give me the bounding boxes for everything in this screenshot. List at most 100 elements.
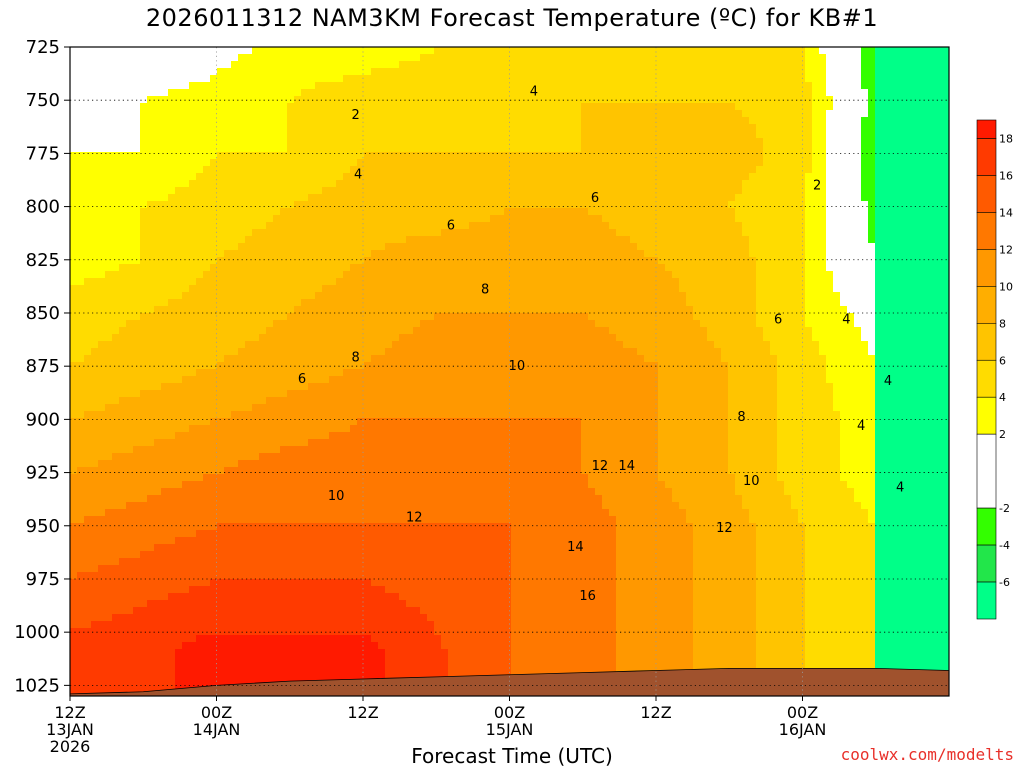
field-cell (210, 299, 218, 307)
field-cell (161, 523, 169, 531)
field-cell (329, 145, 337, 153)
field-cell (70, 670, 78, 678)
field-cell (434, 68, 442, 76)
field-cell (77, 628, 85, 636)
field-cell (119, 425, 127, 433)
field-cell (210, 187, 218, 195)
field-cell (420, 411, 428, 419)
field-cell (371, 257, 379, 265)
field-cell (420, 131, 428, 139)
field-cell (441, 292, 449, 300)
field-cell (210, 159, 218, 167)
field-cell (315, 89, 323, 97)
field-cell (336, 264, 344, 272)
field-cell (238, 222, 246, 230)
field-cell (350, 229, 358, 237)
field-cell (203, 152, 211, 160)
field-cell (196, 229, 204, 237)
field-cell (175, 229, 183, 237)
field-cell (154, 558, 162, 566)
field-cell (217, 96, 225, 104)
field-cell (126, 677, 134, 685)
field-cell (182, 362, 190, 370)
field-cell (308, 327, 316, 335)
field-cell (287, 138, 295, 146)
field-cell (399, 635, 407, 643)
field-cell (406, 369, 414, 377)
field-cell (266, 614, 274, 622)
field-cell (161, 75, 169, 83)
field-cell (287, 187, 295, 195)
field-cell (413, 579, 421, 587)
field-cell (329, 327, 337, 335)
field-cell (161, 110, 169, 118)
field-cell (287, 404, 295, 412)
field-cell (322, 47, 330, 55)
field-cell (301, 47, 309, 55)
field-cell (175, 369, 183, 377)
field-cell (203, 215, 211, 223)
field-cell (182, 656, 190, 664)
field-cell (301, 299, 309, 307)
field-cell (427, 89, 435, 97)
field-cell (70, 565, 78, 573)
field-cell (350, 411, 358, 419)
field-cell (441, 82, 449, 90)
field-cell (210, 642, 218, 650)
field-cell (203, 243, 211, 251)
field-cell (140, 544, 148, 552)
field-cell (322, 264, 330, 272)
field-cell (252, 390, 260, 398)
field-cell (224, 523, 232, 531)
field-cell (189, 565, 197, 573)
field-cell (168, 320, 176, 328)
field-cell (175, 362, 183, 370)
field-cell (273, 180, 281, 188)
field-cell (126, 649, 134, 657)
field-cell (427, 404, 435, 412)
field-cell (147, 201, 155, 209)
field-cell (175, 481, 183, 489)
field-cell (119, 131, 127, 139)
field-cell (77, 495, 85, 503)
field-cell (371, 551, 379, 559)
field-cell (259, 460, 267, 468)
field-cell (245, 649, 253, 657)
field-cell (210, 390, 218, 398)
field-cell (385, 628, 393, 636)
field-cell (182, 334, 190, 342)
field-cell (259, 383, 267, 391)
field-cell (343, 670, 351, 678)
field-cell (343, 236, 351, 244)
field-cell (266, 474, 274, 482)
field-cell (147, 516, 155, 524)
field-cell (133, 404, 141, 412)
field-cell (224, 453, 232, 461)
field-cell (140, 558, 148, 566)
field-cell (364, 222, 372, 230)
field-cell (350, 460, 358, 468)
field-cell (252, 173, 260, 181)
field-cell (112, 68, 120, 76)
field-cell (322, 551, 330, 559)
field-cell (70, 362, 78, 370)
field-cell (245, 369, 253, 377)
field-cell (84, 663, 92, 671)
field-cell (329, 250, 337, 258)
field-cell (343, 432, 351, 440)
field-cell (252, 103, 260, 111)
field-cell (231, 404, 239, 412)
field-cell (238, 180, 246, 188)
field-cell (266, 180, 274, 188)
field-cell (119, 628, 127, 636)
field-cell (175, 292, 183, 300)
field-cell (105, 460, 113, 468)
field-cell (364, 285, 372, 293)
field-cell (294, 222, 302, 230)
field-cell (182, 621, 190, 629)
field-cell (378, 313, 386, 321)
field-cell (336, 250, 344, 258)
field-cell (385, 306, 393, 314)
field-cell (294, 593, 302, 601)
field-cell (224, 383, 232, 391)
